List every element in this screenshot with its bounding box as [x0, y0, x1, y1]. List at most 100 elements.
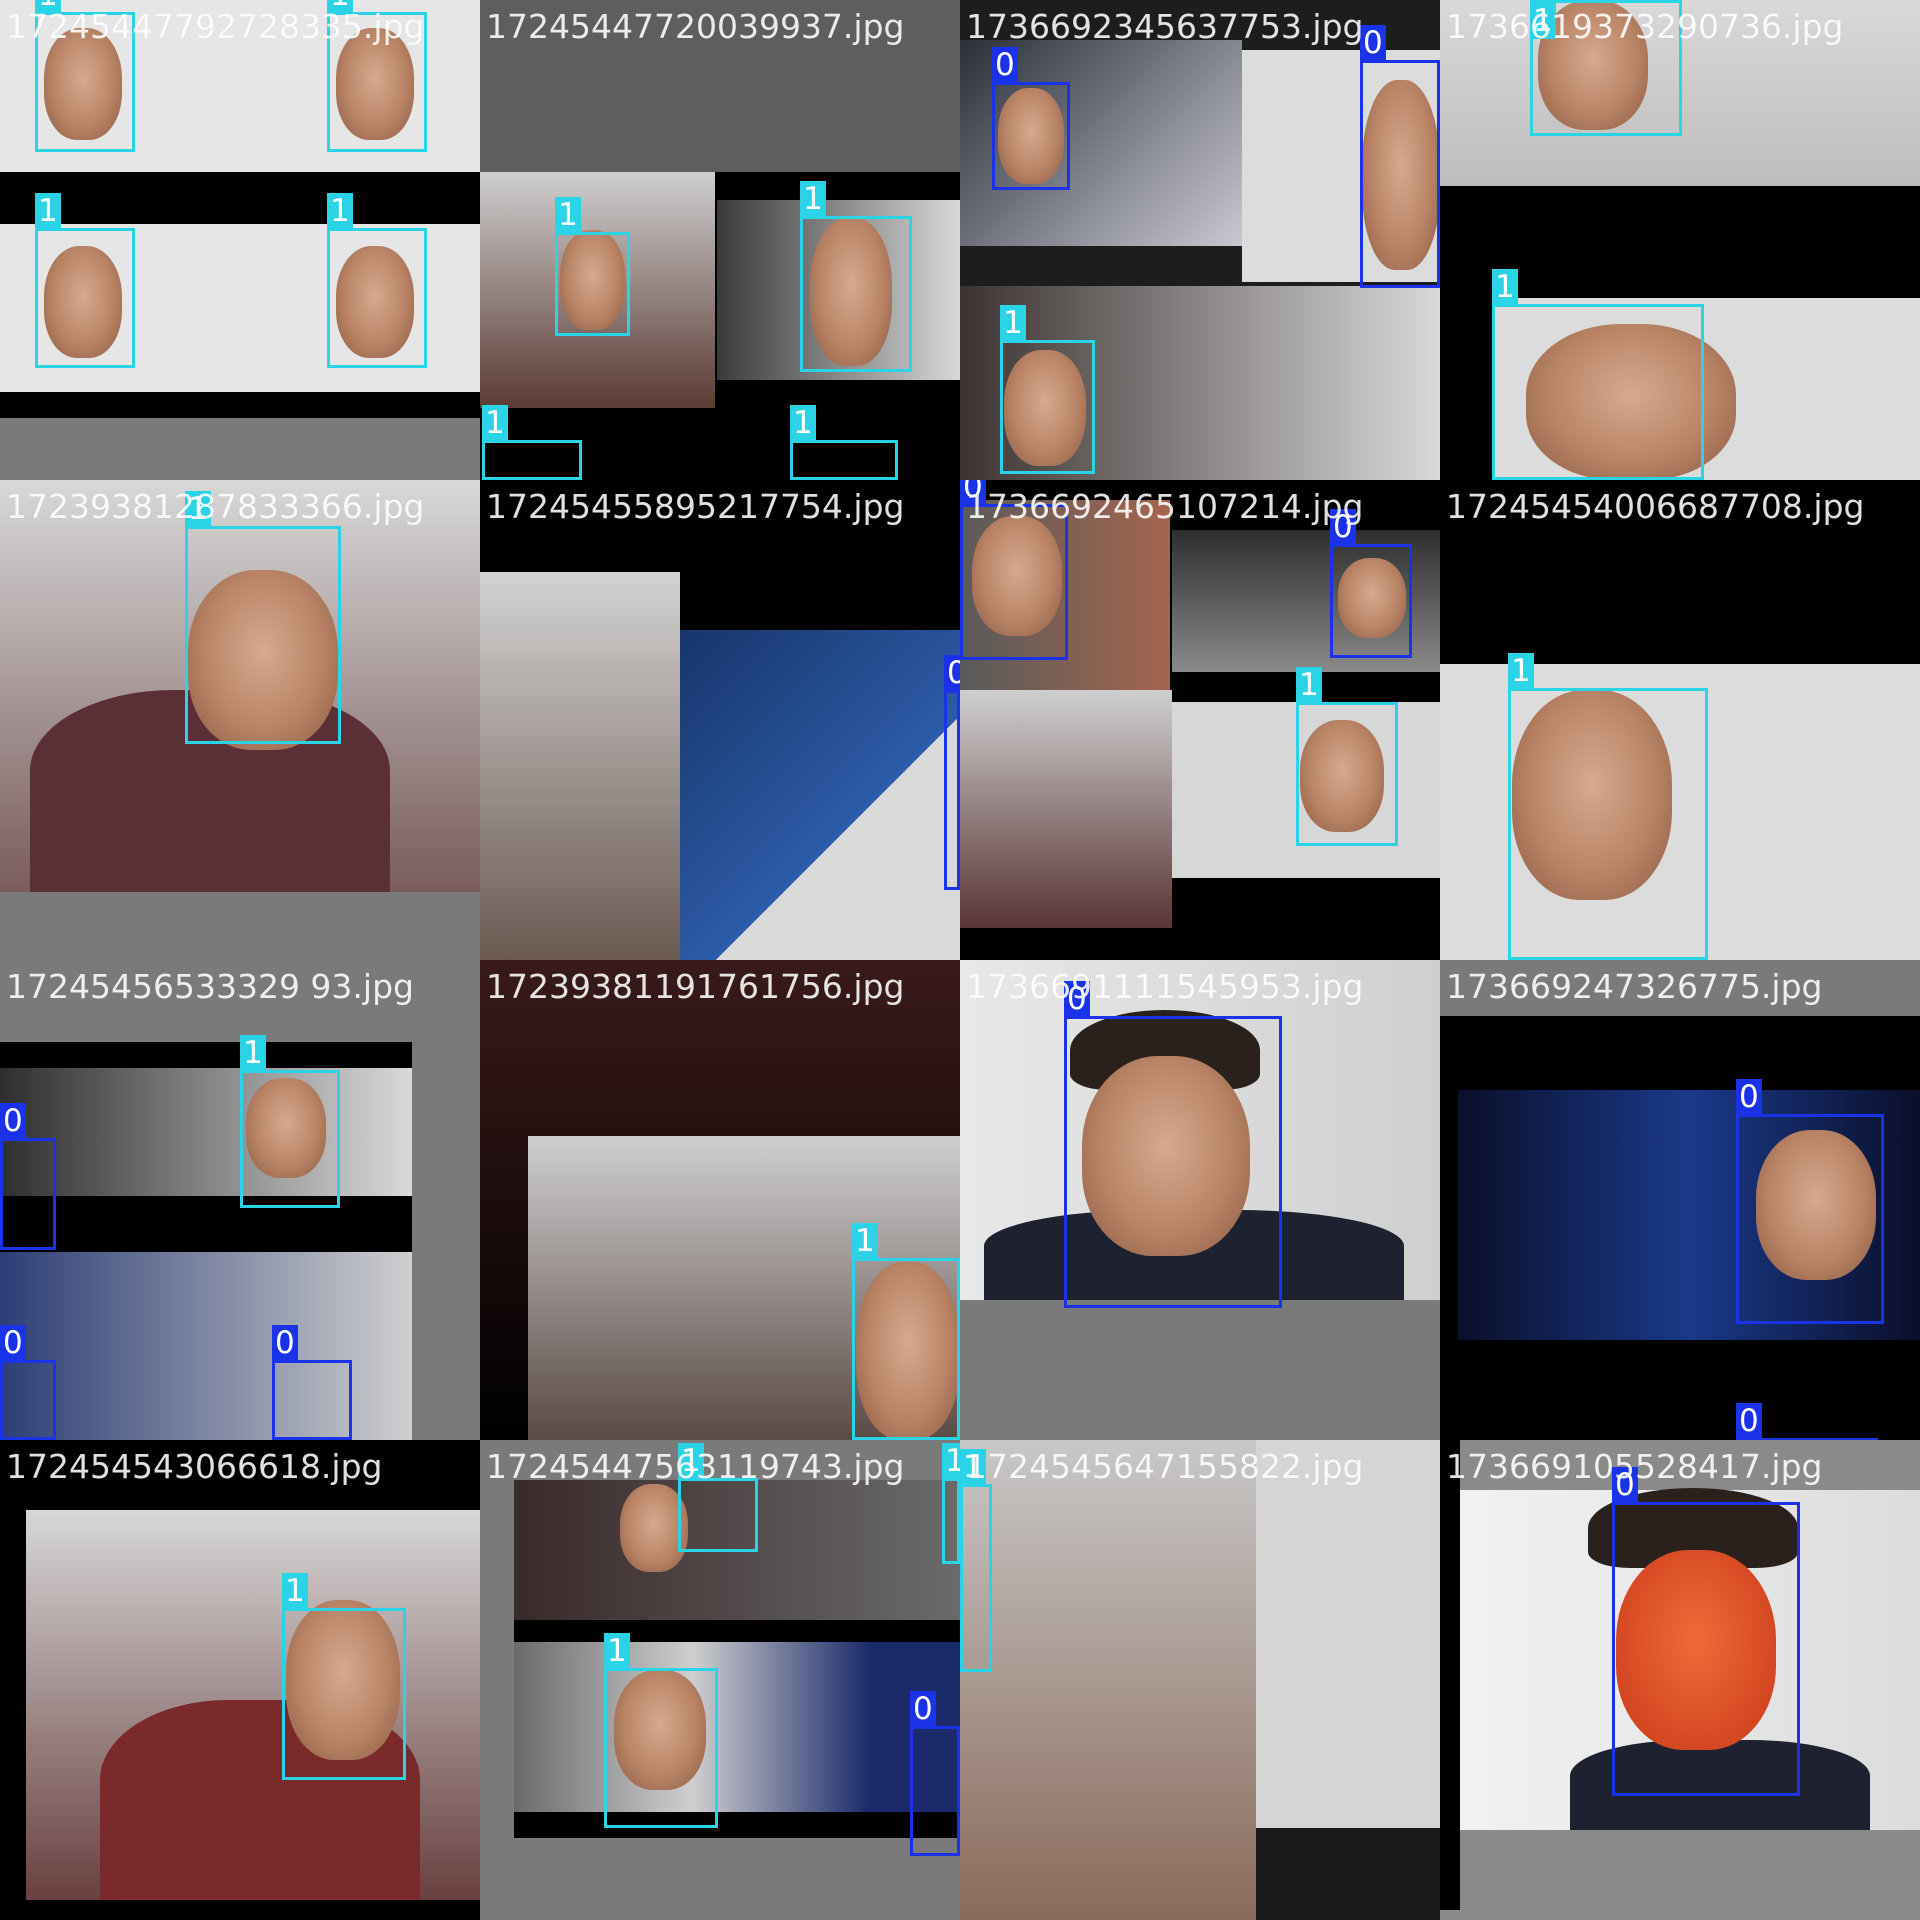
detection-box: 1 — [800, 181, 912, 372]
face-image — [998, 88, 1064, 184]
tile-filename: 17245456533329 93.jpg — [6, 967, 414, 1006]
face-image — [856, 1262, 960, 1440]
mosaic-tile: 1736619373290736.jpg 1 1 — [1440, 0, 1920, 480]
class-label: 1 — [555, 197, 581, 233]
detection-box: 0 — [960, 480, 1068, 660]
detection-box: 0 — [944, 655, 960, 890]
face-image — [1082, 1056, 1250, 1256]
class-label: 1 — [790, 405, 816, 441]
face-image — [286, 1600, 400, 1760]
detection-box: 1 — [1492, 269, 1704, 480]
detection-box: 1 — [1000, 305, 1095, 474]
class-label: 1 — [282, 1573, 308, 1609]
mosaic-tile: 17245456533329 93.jpg 1 0 0 0 — [0, 960, 480, 1440]
detection-box: 0 — [0, 1103, 56, 1250]
detection-box: 0 — [1736, 1079, 1884, 1324]
detection-box: 0 — [1612, 1467, 1800, 1796]
class-label: 1 — [1530, 3, 1556, 39]
tile-filename: 17245447563119743.jpg — [486, 1447, 905, 1486]
class-label: 0 — [1064, 981, 1090, 1017]
tile-filename: 173669105528417.jpg — [1446, 1447, 1823, 1486]
mosaic-tile: 17239381287833366.jpg 1 — [0, 480, 480, 960]
detection-box: 1 — [282, 1573, 406, 1780]
mosaic-tile: 17245447792728335.jpg 1 1 1 1 — [0, 0, 480, 480]
face-image — [336, 28, 414, 140]
detection-box: 1 — [555, 197, 630, 336]
class-label: 0 — [1736, 1079, 1762, 1115]
detection-box: 0 — [910, 1691, 960, 1856]
detection-box: 0 — [1360, 25, 1440, 288]
mosaic-tile: 173669105528417.jpg 0 — [1440, 1440, 1920, 1920]
class-label: 1 — [852, 1223, 878, 1259]
class-label: 1 — [482, 405, 508, 441]
class-label: 1 — [1000, 305, 1026, 341]
tile-filename: 17245455895217754.jpg — [486, 487, 905, 526]
mosaic-tile: 17245447720039937.jpg 1 1 1 1 — [480, 0, 960, 480]
detection-box: 1 — [35, 193, 135, 368]
class-label: 0 — [1360, 25, 1386, 61]
detection-box: 0 — [992, 47, 1070, 190]
class-label: 1 — [240, 1035, 266, 1071]
detection-box: 1 — [1530, 0, 1682, 136]
class-label: 1 — [678, 1443, 704, 1479]
face-image — [972, 516, 1062, 636]
face-image — [1756, 1130, 1876, 1280]
detection-box: 0 — [0, 1325, 56, 1440]
face-image — [44, 246, 122, 358]
class-label: 1 — [800, 181, 826, 217]
detection-box: 0 — [272, 1325, 352, 1440]
detection-box: 1 — [1296, 667, 1398, 846]
detection-box: 1 — [240, 1035, 340, 1208]
class-label: 1 — [185, 491, 211, 527]
detection-box: 1 — [35, 0, 135, 152]
face-image — [188, 570, 338, 750]
detection-box: 1 — [604, 1633, 718, 1828]
class-label: 0 — [272, 1325, 298, 1361]
class-label: 1 — [960, 1449, 986, 1485]
face-image — [1338, 558, 1406, 638]
tile-filename: 17239381191761756.jpg — [486, 967, 905, 1006]
class-label: 0 — [992, 47, 1018, 83]
mosaic-tile: 172454543066618.jpg 1 — [0, 1440, 480, 1920]
mosaic-tile: 17245455895217754.jpg 0 — [480, 480, 960, 960]
class-label: 1 — [35, 0, 61, 13]
detection-box: 1 — [1508, 653, 1708, 960]
face-image — [246, 1078, 326, 1178]
tile-filename: 1724545647155822.jpg — [966, 1447, 1364, 1486]
class-label: 1 — [1508, 653, 1534, 689]
face-image — [560, 230, 625, 330]
tile-filename: 17239381287833366.jpg — [6, 487, 425, 526]
mosaic-tile: 173669247326775.jpg 0 0 — [1440, 960, 1920, 1440]
tile-filename: 1736691111545953.jpg — [966, 967, 1364, 1006]
face-image — [336, 246, 414, 358]
face-image — [1362, 80, 1440, 270]
tile-filename: 1736619373290736.jpg — [1446, 7, 1844, 46]
class-label: 1 — [327, 0, 353, 13]
face-image — [1300, 720, 1384, 832]
tile-filename: 17245447720039937.jpg — [486, 7, 905, 46]
class-label: 1 — [1296, 667, 1322, 703]
class-label: 0 — [0, 1325, 26, 1361]
class-label: 0 — [944, 655, 960, 691]
mosaic-tile: 17245447563119743.jpg 1 1 1 0 — [480, 1440, 960, 1920]
face-image — [44, 28, 122, 140]
tile-filename: 172454543066618.jpg — [6, 1447, 383, 1486]
face-image — [1616, 1550, 1776, 1750]
detection-box: 0 — [1736, 1403, 1878, 1440]
class-label: 0 — [910, 1691, 936, 1727]
class-label: 0 — [1330, 509, 1356, 545]
face-image — [1538, 0, 1648, 130]
class-label: 1 — [1492, 269, 1518, 305]
class-label: 0 — [1612, 1467, 1638, 1503]
mosaic-tile: 1736691111545953.jpg 0 — [960, 960, 1440, 1440]
detection-box: 0 — [1330, 509, 1412, 658]
tile-filename: 1736692465107214.jpg — [966, 487, 1364, 526]
detection-box: 1 — [185, 491, 341, 744]
mosaic-tile: 17239381191761756.jpg 1 — [480, 960, 960, 1440]
detection-box: 1 — [327, 0, 427, 152]
detection-box: 1 — [942, 1443, 960, 1564]
person-torso — [1570, 1740, 1870, 1830]
mosaic-tile: 1736692345637753.jpg 0 0 1 — [960, 0, 1440, 480]
detection-box: 1 — [678, 1443, 758, 1552]
